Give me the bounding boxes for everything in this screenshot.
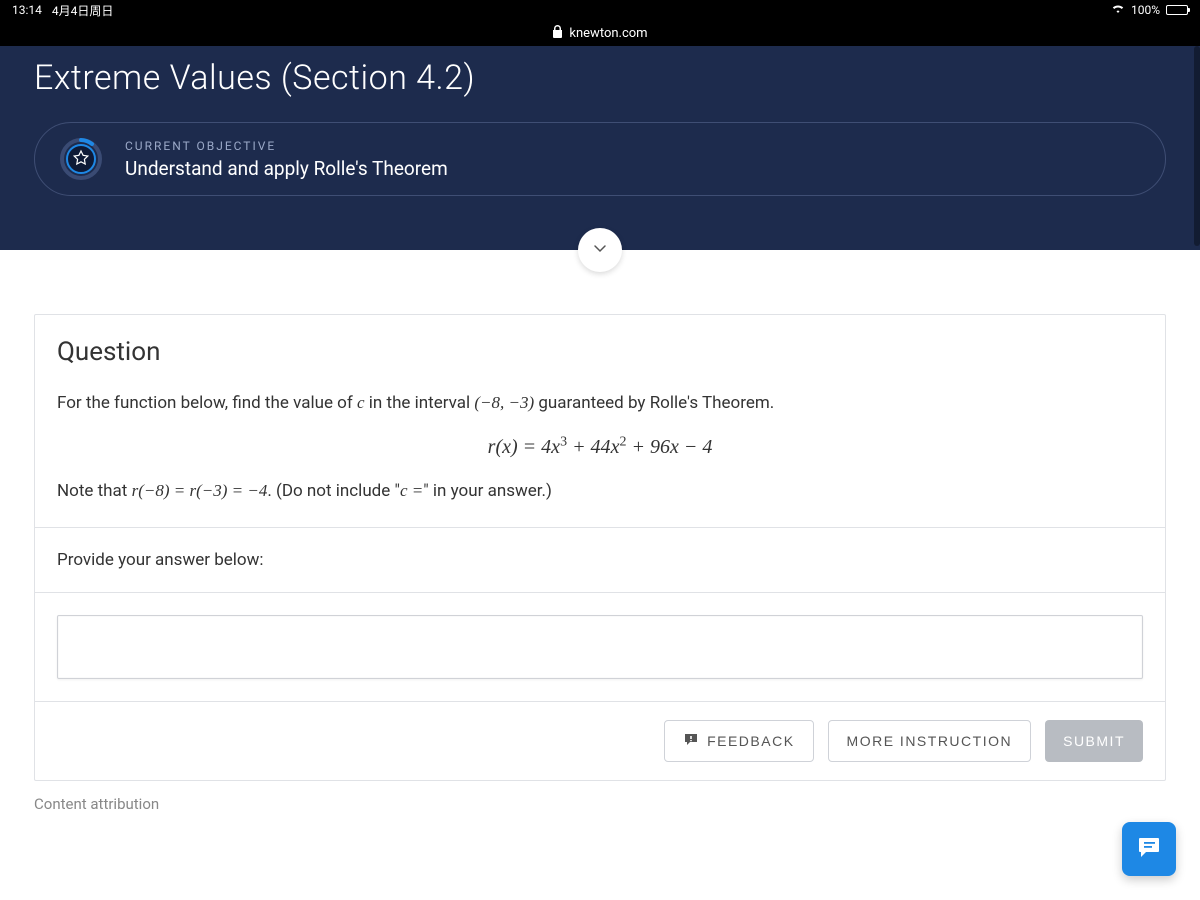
- question-heading: Question: [57, 337, 1143, 367]
- chat-icon: [1136, 834, 1162, 864]
- chat-button[interactable]: [1122, 822, 1176, 876]
- note-text: . (Do not include ": [267, 481, 400, 501]
- content-region: Question For the function below, find th…: [0, 250, 1200, 833]
- prompt-variable: c: [357, 393, 365, 412]
- note-text: " in your answer.): [423, 481, 552, 501]
- progress-ring-icon: [59, 137, 103, 181]
- chevron-down-icon: [592, 240, 608, 260]
- note-variable: c =: [400, 481, 423, 500]
- prompt-text: For the function below, find the value o…: [57, 393, 357, 413]
- answer-input[interactable]: [57, 615, 1143, 679]
- lock-icon: [552, 25, 563, 42]
- page-header: Extreme Values (Section 4.2) CURRENT OBJ…: [0, 46, 1200, 250]
- question-formula: r(x) = 4x3 + 44x2 + 96x − 4: [57, 431, 1143, 463]
- scrollbar[interactable]: [1194, 46, 1200, 246]
- status-time: 13:14: [12, 3, 42, 17]
- note-math: r(−8) = r(−3) = −4: [132, 481, 268, 500]
- feedback-icon: [683, 732, 699, 751]
- feedback-button[interactable]: FEEDBACK: [664, 720, 813, 762]
- expand-header-button[interactable]: [578, 228, 622, 272]
- page-title: Extreme Values (Section 4.2): [34, 58, 1166, 98]
- browser-address-bar[interactable]: knewton.com: [0, 20, 1200, 46]
- objective-text: Understand and apply Rolle's Theorem: [125, 157, 448, 180]
- prompt-text: guaranteed by Rolle's Theorem.: [534, 393, 774, 413]
- feedback-label: FEEDBACK: [707, 733, 794, 749]
- status-date: 4月4日周日: [52, 2, 114, 19]
- status-bar: 13:14 4月4日周日 100%: [0, 0, 1200, 20]
- wifi-icon: [1111, 3, 1125, 17]
- more-instruction-label: MORE INSTRUCTION: [847, 733, 1013, 749]
- question-card: Question For the function below, find th…: [34, 314, 1166, 781]
- prompt-text: in the interval: [365, 393, 475, 413]
- more-instruction-button[interactable]: MORE INSTRUCTION: [828, 720, 1032, 762]
- objective-label: CURRENT OBJECTIVE: [125, 139, 448, 153]
- note-text: Note that: [57, 481, 132, 501]
- provide-answer-label: Provide your answer below:: [35, 528, 1165, 593]
- actions-row: FEEDBACK MORE INSTRUCTION SUBMIT: [35, 702, 1165, 780]
- question-body: For the function below, find the value o…: [57, 389, 1143, 505]
- content-attribution-link[interactable]: Content attribution: [34, 795, 1166, 813]
- prompt-interval: (−8, −3): [474, 393, 534, 412]
- current-objective-pill[interactable]: CURRENT OBJECTIVE Understand and apply R…: [34, 122, 1166, 196]
- battery-icon: [1166, 5, 1188, 15]
- url-text: knewton.com: [569, 26, 647, 41]
- battery-percent: 100%: [1131, 3, 1160, 17]
- submit-label: SUBMIT: [1063, 733, 1125, 749]
- submit-button[interactable]: SUBMIT: [1045, 720, 1143, 762]
